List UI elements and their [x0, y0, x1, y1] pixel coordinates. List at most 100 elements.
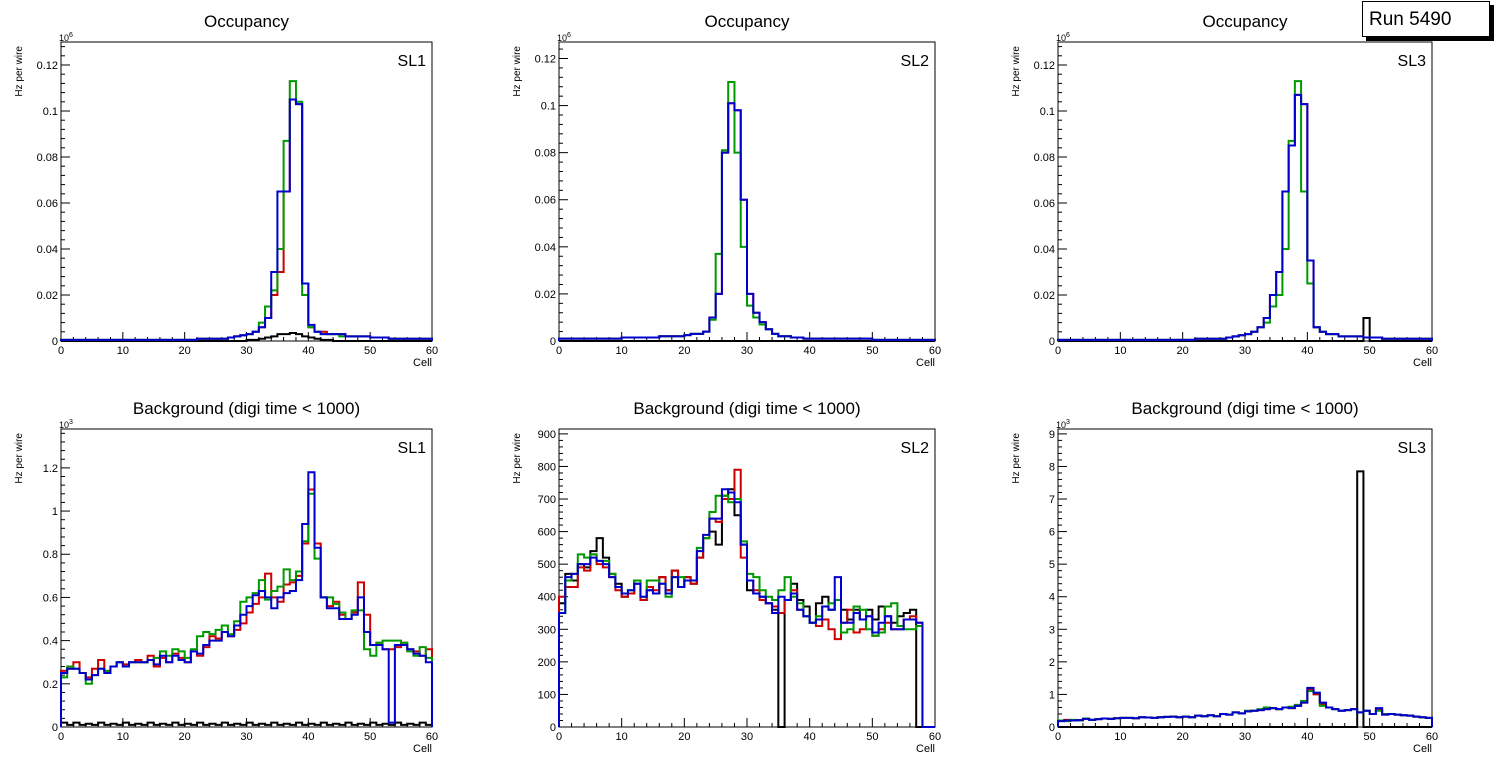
- plot-frame: [1057, 41, 1433, 342]
- chart-panel-6: Background (digi time < 1000) SL3 Hz per w…: [1011, 399, 1438, 755]
- y-tick-label: 300: [538, 624, 556, 636]
- x-tick-label: 60: [929, 731, 941, 743]
- y-exponent: 106: [557, 32, 571, 43]
- series-black: [61, 331, 432, 342]
- x-tick-label: 20: [1177, 345, 1189, 357]
- x-tick-label: 0: [1055, 731, 1061, 743]
- y-tick-label: 0: [550, 722, 556, 734]
- y-tick-label: 6: [1049, 527, 1055, 539]
- series-red: [1057, 93, 1433, 341]
- y-tick-label: 0: [52, 336, 58, 348]
- y-exponent: 103: [59, 419, 73, 430]
- x-axis-label: Cell: [916, 743, 935, 755]
- series-red: [558, 468, 935, 728]
- superlayer-label: SL2: [901, 440, 930, 457]
- x-tick-label: 40: [1301, 731, 1313, 743]
- chart-panel-3: Occupancy SL3 Hz per wire Cell 106 0 10 20 30 40 5…: [1011, 12, 1438, 369]
- superlayer-label: SL3: [1398, 440, 1427, 457]
- y-tick-label: 1.2: [43, 463, 58, 475]
- y-tick-label: 1: [1049, 689, 1055, 701]
- y-axis-label: Hz per wire: [512, 433, 523, 484]
- y-tick-label: 0.12: [37, 60, 58, 72]
- y-tick-label: 9: [1049, 429, 1055, 441]
- y-tick-label: 0.04: [1034, 244, 1055, 256]
- plot-frame: [60, 41, 433, 342]
- x-tick-label: 10: [616, 731, 628, 743]
- y-tick-label: 2: [1049, 657, 1055, 669]
- chart-panel-2: Occupancy SL2 Hz per wire Cell 106 0 10 20 30 40 5…: [512, 12, 941, 369]
- series-blue: [1057, 686, 1433, 727]
- x-tick-label: 10: [117, 731, 129, 743]
- y-tick-label: 200: [538, 657, 556, 669]
- superlayer-label: SL2: [901, 53, 930, 70]
- series-black: [1058, 317, 1432, 342]
- x-tick-label: 40: [302, 345, 314, 357]
- y-tick-label: 8: [1049, 461, 1055, 473]
- y-tick-label: 0.08: [1034, 152, 1055, 164]
- x-tick-label: 30: [741, 345, 753, 357]
- series-green: [60, 80, 433, 341]
- y-tick-label: 5: [1049, 559, 1055, 571]
- chart-title: Background (digi time < 1000): [1131, 399, 1358, 418]
- x-tick-label: 20: [678, 345, 690, 357]
- x-tick-label: 50: [866, 345, 878, 357]
- y-tick-label: 7: [1049, 494, 1055, 506]
- x-tick-label: 0: [556, 345, 562, 357]
- y-tick-label: 0.4: [43, 636, 58, 648]
- y-tick-label: 0.1: [1040, 106, 1055, 118]
- chart-title: Background (digi time < 1000): [633, 399, 860, 418]
- x-tick-label: 20: [678, 731, 690, 743]
- x-tick-label: 20: [179, 731, 191, 743]
- y-tick-label: 0.1: [541, 101, 556, 113]
- x-tick-label: 20: [1177, 731, 1189, 743]
- x-tick-label: 30: [741, 731, 753, 743]
- y-tick-label: 0.6: [43, 592, 58, 604]
- run-label: Run 5490: [1369, 9, 1452, 30]
- x-tick-label: 60: [929, 345, 941, 357]
- chart-panel-1: Occupancy SL1 Hz per wire Cell 106 0 10 20 30 40 5…: [14, 12, 438, 369]
- y-tick-label: 0.06: [1034, 198, 1055, 210]
- y-tick-label: 0: [52, 722, 58, 734]
- y-tick-label: 400: [538, 592, 556, 604]
- y-axis-label: Hz per wire: [14, 46, 25, 97]
- x-tick-label: 30: [240, 345, 252, 357]
- series-green: [1057, 80, 1433, 341]
- x-tick-label: 0: [58, 731, 64, 743]
- chart-title: Occupancy: [704, 12, 790, 31]
- y-tick-label: 800: [538, 461, 556, 473]
- y-tick-label: 4: [1049, 592, 1055, 604]
- y-tick-label: 0.08: [535, 148, 556, 160]
- x-tick-label: 10: [117, 345, 129, 357]
- y-tick-label: 0.1: [43, 106, 58, 118]
- y-tick-label: 0.04: [37, 244, 58, 256]
- y-tick-label: 0: [1049, 722, 1055, 734]
- y-tick-label: 0.04: [535, 242, 556, 254]
- run-label-box: Run 5490: [1362, 1, 1490, 37]
- series-blue: [60, 471, 433, 727]
- x-tick-label: 40: [302, 731, 314, 743]
- y-tick-label: 0.08: [37, 152, 58, 164]
- series-blue: [60, 98, 433, 341]
- y-tick-label: 3: [1049, 624, 1055, 636]
- chart-title: Background (digi time < 1000): [133, 399, 360, 418]
- x-tick-label: 50: [1364, 345, 1376, 357]
- x-tick-label: 0: [58, 345, 64, 357]
- x-tick-label: 50: [1364, 731, 1376, 743]
- series-blue: [558, 102, 936, 341]
- y-tick-label: 0.06: [535, 195, 556, 207]
- chart-panel-4: Background (digi time < 1000) SL1 Hz per w…: [14, 399, 438, 755]
- x-tick-label: 40: [804, 345, 816, 357]
- x-tick-label: 10: [1114, 731, 1126, 743]
- x-tick-label: 10: [1114, 345, 1126, 357]
- series-blue: [1057, 93, 1433, 341]
- x-tick-label: 0: [556, 731, 562, 743]
- x-tick-label: 30: [1239, 345, 1251, 357]
- x-tick-label: 40: [1301, 345, 1313, 357]
- y-tick-label: 100: [538, 689, 556, 701]
- x-tick-label: 50: [866, 731, 878, 743]
- y-tick-label: 0.02: [37, 290, 58, 302]
- y-tick-label: 700: [538, 494, 556, 506]
- y-tick-label: 0.06: [37, 198, 58, 210]
- x-tick-label: 30: [240, 731, 252, 743]
